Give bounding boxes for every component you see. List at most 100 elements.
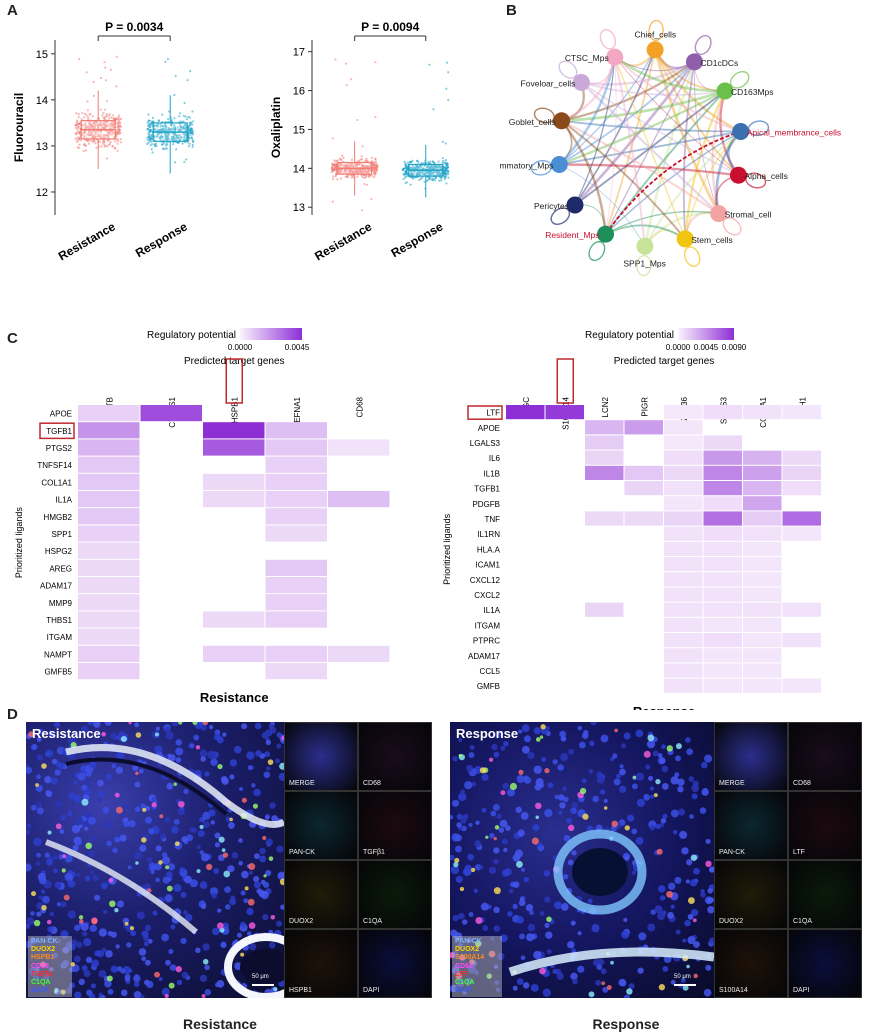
rsp-cell [664,465,703,480]
nucleus [571,850,577,856]
nucleus [450,865,460,875]
nucleus [507,911,513,917]
channel-tile-label: DUOX2 [719,918,744,925]
rsp-cell [743,450,782,465]
jitter-point [170,120,173,123]
marker-spot [114,908,119,913]
marker-spot [493,887,501,895]
jitter-point [112,114,115,117]
jitter-point [352,165,355,168]
jitter-point [99,121,102,124]
jitter-point [358,171,362,174]
nucleus [36,852,41,858]
nucleus [262,914,269,921]
nucleus [67,880,76,888]
jitter-point [447,98,450,101]
jitter-point [409,160,412,164]
rsp-cell [703,541,742,556]
rsp-row-il1a: IL1A [484,606,501,615]
jitter-point [85,126,88,129]
nucleus [149,865,156,872]
nucleus [52,952,59,959]
network-edge [580,81,720,215]
marker-spot [81,798,89,806]
jitter-point [95,121,99,124]
jitter-point [107,143,110,146]
jitter-point [148,125,151,129]
jitter-point [157,119,161,122]
resistance-scale-label: 50 μm [252,974,269,980]
nucleus [82,931,88,937]
nucleus [83,938,92,947]
nucleus [69,982,76,989]
jitter-point [102,111,105,115]
nucleus [450,814,454,820]
legend-item-0: PAN-CK [455,938,482,945]
gland-structure [65,744,284,828]
marker-spot [33,919,41,927]
jitter-point [150,123,153,126]
nucleus [559,802,566,809]
network-edge [684,131,742,240]
nucleus [260,890,269,900]
jitter-point [114,146,117,150]
jitter-point [183,101,186,105]
nucleus [141,930,149,938]
res-cell [265,525,327,542]
marker-spot [568,824,575,832]
nucleus [124,803,130,809]
nucleus [512,985,518,991]
marker-spot [540,724,546,730]
jitter-point [147,119,150,122]
marker-spot [135,771,139,776]
nucleus [265,815,270,820]
jitter-point [109,140,112,144]
nucleus [76,941,83,948]
gland-structure [224,933,284,998]
res-cell [203,439,265,456]
rsp-title: Response [633,704,695,710]
nucleus [473,888,478,894]
rsp-cell [743,557,782,572]
nucleus [139,994,145,998]
jitter-point [86,100,89,103]
nucleus [211,892,218,899]
res-cell [265,508,327,525]
network-edge [654,49,726,92]
node-label-2: CD163Mps [731,87,774,97]
nucleus [124,973,131,980]
network-edge [559,130,741,166]
panel-d-response-image: Response PAN-CK DUOX2 S100A14 CD68 LTF C1QA DA… [450,722,714,998]
panel-label-a: A [7,2,18,19]
nucleus [98,928,108,937]
rsp-row-ltf: LTF [486,409,500,418]
nucleus [214,842,221,848]
nucleus [254,722,262,730]
jitter-point [444,159,447,162]
nucleus [623,994,630,998]
jitter-point [94,125,97,129]
network-edge [644,130,742,247]
rsp-cell [664,511,703,526]
legend-item-2: HSPB1 [31,954,55,962]
marker-spot [493,837,497,841]
y-tick-label-0-3: 15 [36,49,48,61]
nucleus [158,977,163,982]
legend-item-6: DAPI [455,987,472,995]
nucleus [465,977,473,985]
marker-spot [247,898,255,906]
nucleus [60,901,67,908]
nucleus [62,946,70,954]
nucleus [41,889,46,894]
nucleus [638,932,647,941]
jitter-point [332,175,335,178]
marker-spot [168,982,175,989]
res-row-apoe: APOE [50,410,72,419]
rsp-xlabel: Predicted target genes [614,356,715,367]
marker-spot [205,863,213,871]
nucleus [635,836,644,845]
jitter-point [89,121,92,124]
nucleus [115,766,123,774]
res-cell [78,645,140,662]
nucleus [493,906,500,914]
